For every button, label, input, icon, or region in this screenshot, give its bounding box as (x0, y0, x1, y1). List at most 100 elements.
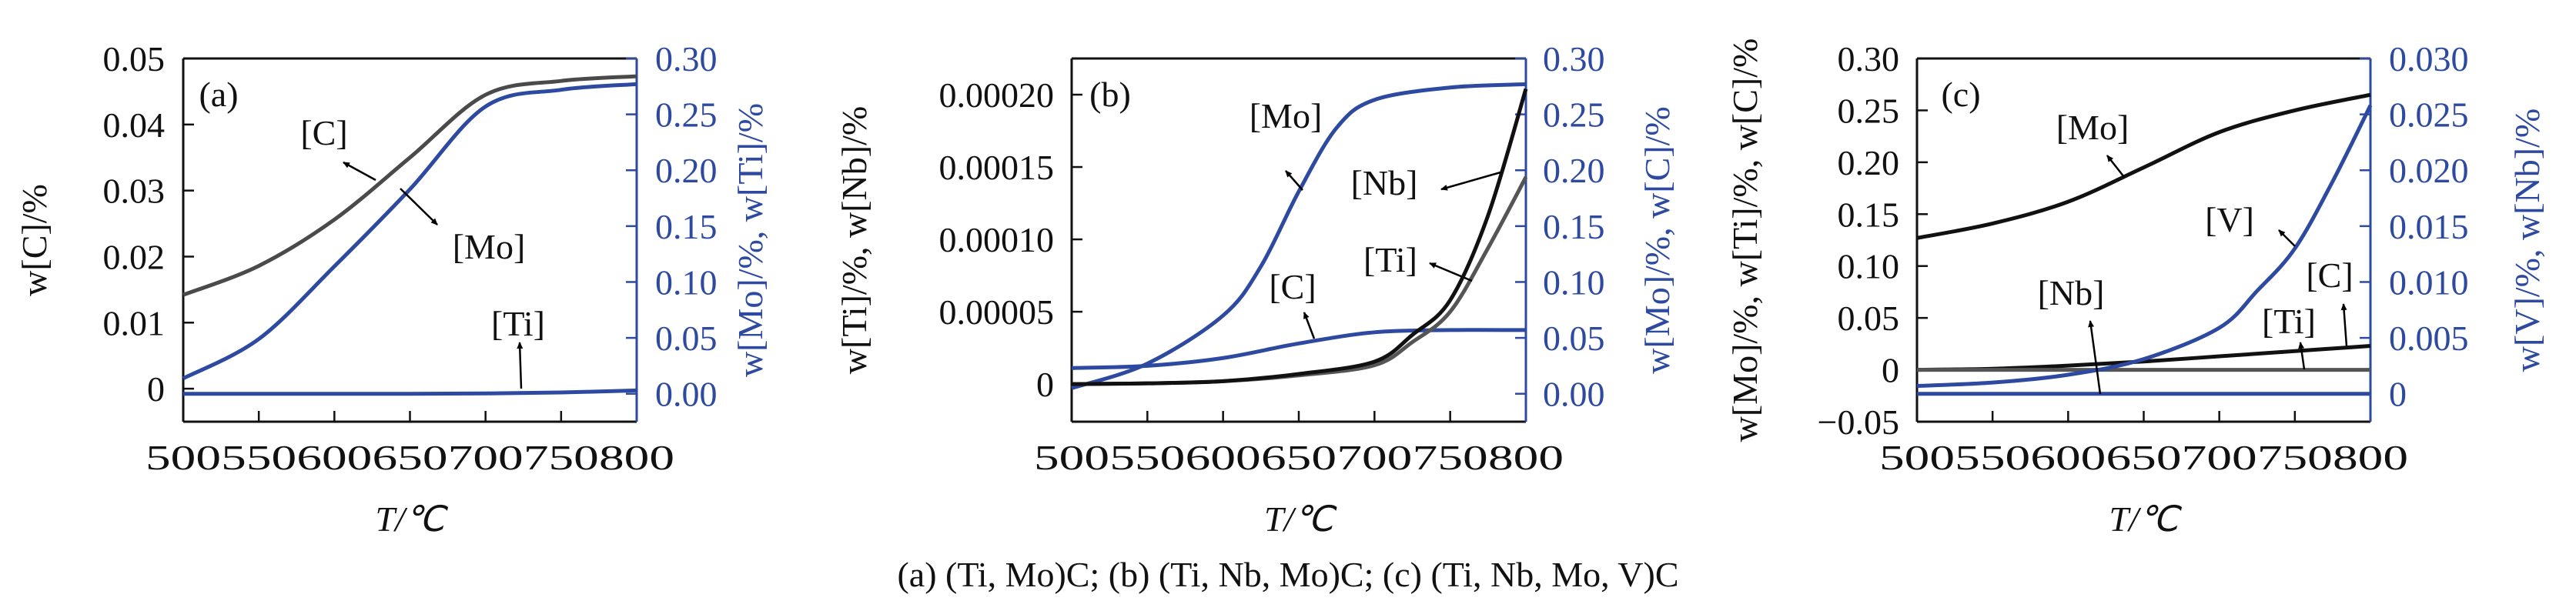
x-axis-label: T/℃ (1264, 499, 1337, 539)
series-annotation: [Ti] (2262, 302, 2316, 341)
series-annotation: [Mo] (453, 227, 526, 266)
series-annotation: [C] (2306, 255, 2353, 295)
x-axis-label: T/℃ (2109, 499, 2182, 539)
annotation-arrow (2278, 229, 2296, 247)
annotation-arrow (1285, 170, 1303, 191)
x-tick-label: 800 (1488, 438, 1564, 477)
panel-label: (c) (1941, 75, 1980, 114)
x-tick-label: 500 (1034, 438, 1109, 477)
x-tick-label: 800 (2333, 438, 2408, 477)
panel-label: (b) (1089, 75, 1131, 114)
y-tick-label-right: 0.10 (1543, 262, 1605, 302)
x-tick-label: 750 (2257, 438, 2333, 477)
annotation-arrow (1440, 171, 1501, 191)
y-tick-label-left: 0.25 (1838, 91, 1900, 130)
y-tick-label-right: 0.20 (655, 151, 718, 190)
y-tick-label-right: 0.15 (655, 207, 718, 246)
x-tick-label: 700 (1337, 438, 1412, 477)
y-tick-label-right: 0.00 (655, 375, 718, 414)
x-tick-label: 500 (146, 438, 221, 477)
y-tick-label-left: 0.00005 (939, 292, 1055, 332)
y-tick-label-left: 0.05 (103, 39, 166, 78)
y-tick-label-right: 0.30 (655, 39, 718, 78)
annotation-arrow (400, 188, 438, 225)
annotation-arrow (2088, 320, 2102, 395)
y-tick-label-left: 0 (1036, 365, 1054, 404)
y-tick-label-left: 0.00015 (939, 148, 1055, 187)
panel-a: 500 550 600 650 700 750 800 0 0.01 0.02 0.03 0.04 0.… (15, 39, 770, 539)
y-tick-label-right: 0.25 (1543, 95, 1605, 135)
y-tick-label-left: 0.15 (1838, 195, 1900, 234)
y-tick-label-left: 0.02 (103, 237, 166, 276)
y-tick-label-right: 0.30 (1543, 39, 1605, 78)
x-axis-label: T/℃ (375, 499, 448, 539)
series-line-mo (1071, 82, 1527, 390)
y-tick-label-left: 0.04 (103, 105, 166, 145)
series-line-mo (1916, 92, 2371, 240)
y-tick-label-right: 0.020 (2389, 151, 2469, 190)
y-axis-label-left: w[Mo]/%, w[Ti]/%, w[C]/% (1725, 38, 1765, 442)
x-tick-label: 650 (373, 438, 448, 477)
panel-b: 500 550 600 650 700 750 800 0 0.00005 0.00010 0.00… (835, 39, 1677, 539)
y-tick-label-right: 0.05 (655, 319, 718, 358)
y-tick-label-right: 0 (2389, 375, 2407, 414)
y-tick-label-right: 0.015 (2389, 207, 2469, 246)
panel-c: 500 550 600 650 700 750 800 −0.05 0 0.05 0.10 0.15 0… (1725, 38, 2547, 539)
series-line-v (1916, 104, 2373, 389)
y-axis-label-left: w[Ti]/%, w[Nb]/% (835, 106, 874, 374)
y-tick-label-right: 0.25 (655, 95, 718, 135)
x-tick-label: 600 (1186, 438, 1261, 477)
y-tick-label-right: 0.20 (1543, 151, 1605, 190)
y-tick-label-right: 0.00 (1543, 375, 1605, 414)
y-axis-label-right: w[Mo]/%, w[Ti]/% (731, 103, 770, 377)
annotation-arrow (343, 161, 376, 182)
figure-caption: (a) (Ti, Mo)C; (b) (Ti, Nb, Mo)C; (c) (T… (897, 555, 1678, 594)
annotation-arrow (2298, 342, 2306, 370)
series-annotation: [V] (2205, 200, 2254, 239)
series-annotation: [Mo] (1250, 96, 1323, 135)
y-tick-label-right: 0.15 (1543, 207, 1605, 246)
series-line-nb (1071, 88, 1528, 386)
y-axis-label-right: w[Mo]/%, w[C]/% (1638, 106, 1677, 374)
y-tick-label-left: 0.30 (1838, 39, 1900, 78)
series-annotation: [Mo] (2056, 108, 2129, 147)
series-line-mo (182, 82, 637, 381)
series-line-c (182, 74, 637, 297)
y-tick-label-left: −0.05 (1818, 402, 1899, 442)
annotation-arrow (517, 342, 524, 389)
series-line-ti (182, 388, 637, 396)
y-tick-label-right: 0.010 (2389, 262, 2469, 302)
series-annotation: [Ti] (1363, 240, 1417, 279)
x-tick-label: 750 (524, 438, 599, 477)
y-tick-label-left: 0.03 (103, 172, 166, 211)
annotation-arrow (1303, 312, 1316, 339)
y-tick-label-left: 0.00020 (939, 75, 1055, 115)
series-annotation: [C] (1269, 267, 1316, 306)
series-annotation: [C] (300, 113, 347, 152)
x-tick-label: 550 (1955, 438, 2030, 477)
annotation-arrow (2106, 155, 2125, 178)
x-tick-label: 700 (2182, 438, 2257, 477)
y-tick-label-left: 0.20 (1838, 143, 1900, 182)
y-axis-label-left: w[C]/% (15, 184, 54, 296)
panel-label: (a) (199, 75, 238, 114)
x-tick-label: 600 (2030, 438, 2106, 477)
x-tick-label: 750 (1413, 438, 1488, 477)
x-tick-label: 500 (1879, 438, 1955, 477)
y-tick-label-left: 0.01 (103, 303, 166, 342)
x-tick-label: 650 (1261, 438, 1337, 477)
y-tick-label-right: 0.030 (2389, 39, 2469, 78)
y-tick-label-right: 0.05 (1543, 319, 1605, 358)
annotation-arrow (1429, 262, 1473, 282)
x-tick-label: 550 (1109, 438, 1185, 477)
y-tick-label-left: 0 (1882, 351, 1899, 390)
y-tick-label-left: 0 (147, 369, 165, 409)
series-annotation: [Ti] (491, 304, 545, 343)
y-axis-label-right: w[V]/%, w[Nb]/% (2507, 109, 2547, 372)
y-tick-label-right: 0.025 (2389, 95, 2469, 135)
x-tick-label: 550 (221, 438, 296, 477)
y-tick-label-left: 0.10 (1838, 247, 1900, 286)
annotation-arrow (2340, 303, 2348, 347)
